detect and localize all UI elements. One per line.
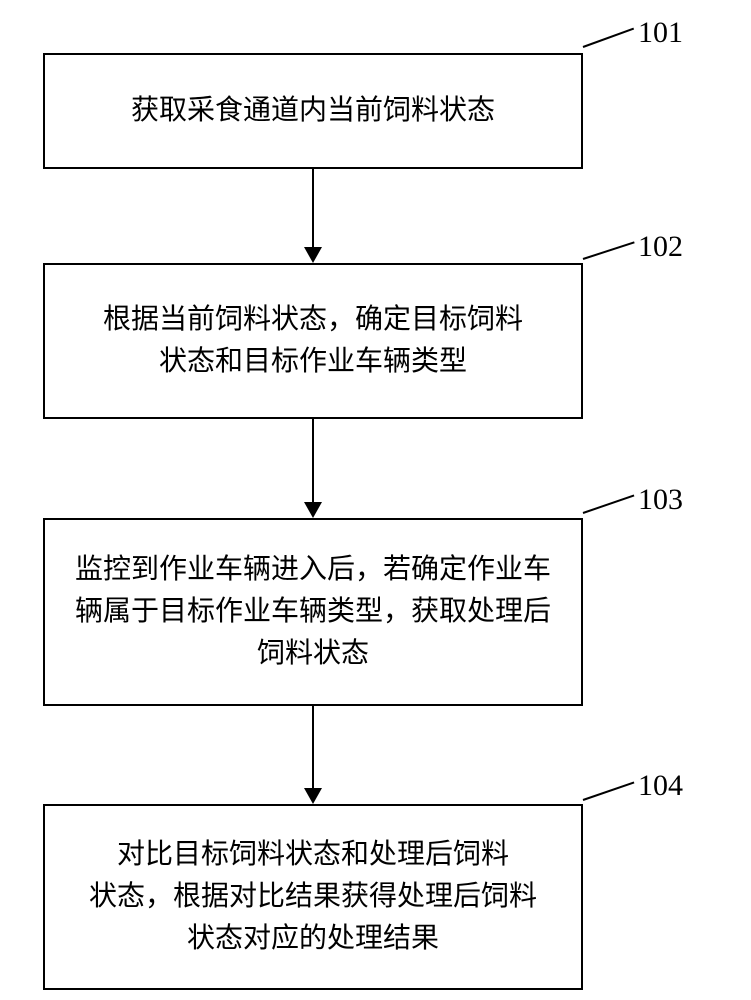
arrow-1-head: [304, 247, 322, 263]
flow-node-101: 获取采食通道内当前饲料状态: [43, 53, 583, 169]
label-104: 104: [638, 769, 683, 803]
leader-102: [583, 241, 635, 260]
arrow-3-line: [312, 706, 314, 788]
flow-node-104-text: 对比目标饲料状态和处理后饲料状态，根据对比结果获得处理后饲料状态对应的处理结果: [89, 834, 537, 960]
flow-node-102-text: 根据当前饲料状态，确定目标饲料状态和目标作业车辆类型: [103, 299, 523, 383]
leader-101: [583, 28, 634, 48]
label-102: 102: [638, 230, 683, 264]
label-103: 103: [638, 483, 683, 517]
arrow-2-line: [312, 419, 314, 502]
flow-node-102: 根据当前饲料状态，确定目标饲料状态和目标作业车辆类型: [43, 263, 583, 419]
flow-node-103: 监控到作业车辆进入后，若确定作业车辆属于目标作业车辆类型，获取处理后饲料状态: [43, 518, 583, 706]
flow-node-104: 对比目标饲料状态和处理后饲料状态，根据对比结果获得处理后饲料状态对应的处理结果: [43, 804, 583, 990]
flow-node-103-text: 监控到作业车辆进入后，若确定作业车辆属于目标作业车辆类型，获取处理后饲料状态: [75, 549, 551, 675]
leader-103: [583, 494, 635, 513]
arrow-1-line: [312, 169, 314, 247]
arrow-2-head: [304, 502, 322, 518]
arrow-3-head: [304, 788, 322, 804]
label-101: 101: [638, 16, 683, 50]
flow-node-101-text: 获取采食通道内当前饲料状态: [131, 90, 495, 132]
flowchart-canvas: 获取采食通道内当前饲料状态 101 根据当前饲料状态，确定目标饲料状态和目标作业…: [0, 0, 751, 1000]
leader-104: [583, 781, 635, 800]
